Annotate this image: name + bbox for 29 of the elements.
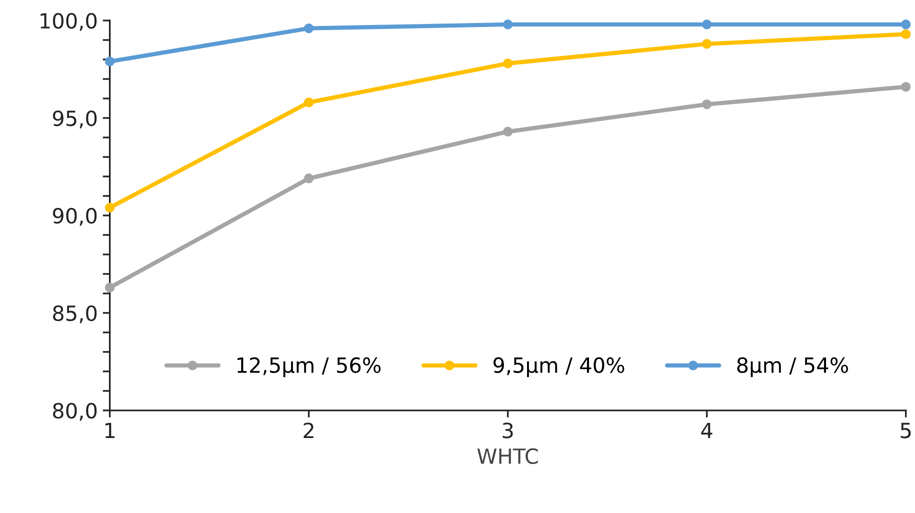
point	[304, 98, 314, 108]
x-axis-title: WHTC	[477, 448, 538, 464]
x-tick-label: 2	[304, 422, 314, 438]
point	[104, 56, 115, 66]
y-tick-label: 85,0	[53, 305, 97, 324]
point	[304, 23, 314, 34]
legend-label: 8µm / 54%	[737, 357, 848, 378]
point	[502, 126, 513, 136]
point	[702, 20, 712, 30]
point	[304, 174, 314, 184]
point	[900, 20, 911, 30]
point	[702, 99, 712, 110]
y-tick-label: 90,0	[52, 208, 97, 226]
x-tick-label: 3	[502, 422, 513, 438]
y-tick-label: 95,0	[52, 110, 97, 128]
point	[900, 29, 911, 40]
point	[502, 20, 513, 30]
x-tick-label: 1	[105, 422, 115, 438]
point	[502, 58, 513, 68]
y-tick-label: 100,0	[40, 12, 97, 31]
x-tick-label: 5	[900, 422, 911, 438]
x-tick-label: 4	[701, 422, 712, 438]
legend-label: 9,5µm / 40%	[493, 357, 624, 378]
point	[104, 202, 115, 213]
point	[900, 82, 911, 92]
point	[702, 39, 712, 49]
legend-label: 12,5µm / 56%	[238, 357, 381, 378]
point	[104, 282, 115, 292]
y-tick-label: 80,0	[53, 402, 97, 421]
